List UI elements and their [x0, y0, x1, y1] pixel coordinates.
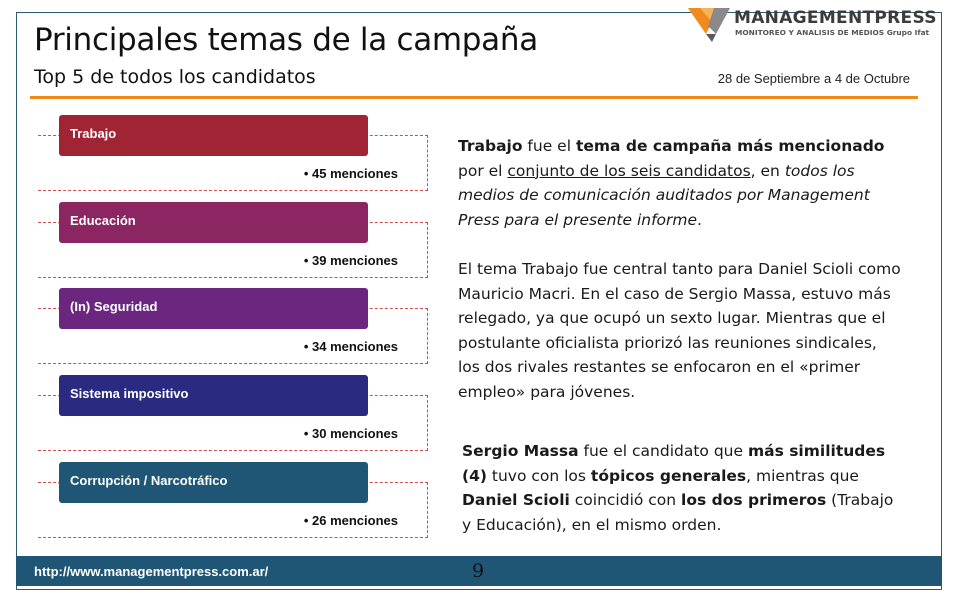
text-bold: Trabajo — [458, 137, 523, 155]
text-span: , mientras que — [746, 467, 859, 485]
topic-count: • 45 menciones — [304, 166, 398, 181]
text-bold: tema de campaña más mencionado — [576, 137, 885, 155]
text-span: . — [697, 211, 702, 229]
text-bold: tópicos generales — [591, 467, 746, 485]
topic-bar-label: Corrupción / Narcotráfico — [59, 462, 368, 503]
text-span: tuvo con los — [487, 467, 591, 485]
text-bold: Daniel Scioli — [462, 491, 570, 509]
text-bold: Sergio Massa — [462, 442, 579, 460]
text-bold: los dos primeros — [681, 491, 826, 509]
topic-count: • 26 menciones — [304, 513, 398, 528]
topic-count: • 34 menciones — [304, 339, 398, 354]
logo-name: MANAGEMENTPRESS — [734, 8, 937, 28]
paragraph-conclusion: Sergio Massa fue el candidato que más si… — [462, 439, 902, 537]
footer-url-link[interactable]: http://www.managementpress.com.ar/ — [34, 564, 268, 579]
page-title: Principales temas de la campaña — [34, 22, 538, 58]
logo-mark-icon — [686, 4, 734, 44]
text-span: coincidió con — [570, 491, 681, 509]
paragraph-summary: Trabajo fue el tema de campaña más menci… — [458, 134, 898, 232]
logo-tagline: MONITOREO Y ANALISIS DE MEDIOS Grupo Ifa… — [735, 28, 929, 37]
topic-bar-label: Educación — [59, 202, 368, 243]
page-subtitle: Top 5 de todos los candidatos — [34, 66, 316, 88]
text-span: , en — [751, 162, 785, 180]
text-span: fue el — [523, 137, 576, 155]
text-underlined: conjunto de los seis candidatos — [507, 162, 750, 180]
topic-bar-label: Sistema impositivo — [59, 375, 368, 416]
text-span: por el — [458, 162, 507, 180]
topic-count: • 39 menciones — [304, 253, 398, 268]
header-divider — [30, 96, 918, 99]
managementpress-logo: MANAGEMENTPRESS MONITOREO Y ANALISIS DE … — [686, 2, 936, 46]
topic-bar-label: (In) Seguridad — [59, 288, 368, 329]
date-range: 28 de Septiembre a 4 de Octubre — [718, 71, 910, 86]
topic-bar-label: Trabajo — [59, 115, 368, 156]
page-number: 9 — [472, 560, 484, 582]
text-span: fue el candidato que — [579, 442, 748, 460]
topic-count: • 30 menciones — [304, 426, 398, 441]
paragraph-analysis: El tema Trabajo fue central tanto para D… — [458, 257, 903, 404]
